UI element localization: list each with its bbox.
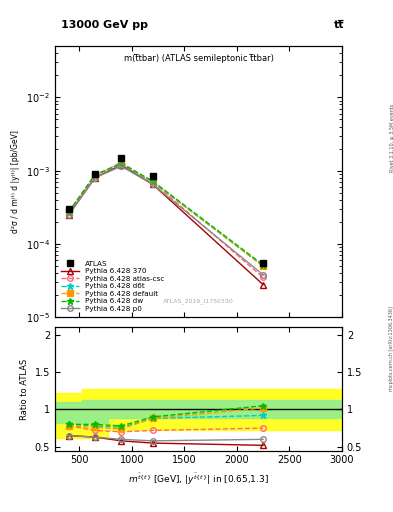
Pythia 6.428 atlas-csc — [119, 159, 123, 165]
Y-axis label: d²σ / d m⁽ᵗ⁾ d |y⁽ᵗ⁾| [pb/GeV]: d²σ / d m⁽ᵗ⁾ d |y⁽ᵗ⁾| [pb/GeV] — [11, 130, 20, 233]
Text: 13000 GeV pp: 13000 GeV pp — [61, 20, 148, 30]
Pythia 6.428 p0 — [66, 212, 71, 218]
X-axis label: $m^{\bar{t}\{t\}}$ [GeV], $|y^{\bar{t}\{t\}}|$ in [0.65,1.3]: $m^{\bar{t}\{t\}}$ [GeV], $|y^{\bar{t}\{… — [128, 471, 269, 487]
Y-axis label: Ratio to ATLAS: Ratio to ATLAS — [20, 358, 29, 419]
Legend: ATLAS, Pythia 6.428 370, Pythia 6.428 atlas-csc, Pythia 6.428 d6t, Pythia 6.428 : ATLAS, Pythia 6.428 370, Pythia 6.428 at… — [59, 259, 166, 314]
Pythia 6.428 d6t — [93, 172, 97, 178]
Line: Pythia 6.428 dw: Pythia 6.428 dw — [65, 160, 266, 268]
Line: Pythia 6.428 default: Pythia 6.428 default — [66, 161, 266, 269]
Text: tt̅: tt̅ — [333, 20, 344, 30]
Text: mcplots.cern.ch [arXiv:1306.3436]: mcplots.cern.ch [arXiv:1306.3436] — [389, 306, 393, 391]
Pythia 6.428 d6t — [151, 179, 155, 185]
Line: Pythia 6.428 atlas-csc: Pythia 6.428 atlas-csc — [66, 160, 266, 280]
Pythia 6.428 dw — [261, 262, 265, 268]
Pythia 6.428 atlas-csc — [66, 208, 71, 215]
Pythia 6.428 dw — [93, 172, 97, 178]
Pythia 6.428 370 — [119, 162, 123, 168]
ATLAS — [66, 206, 71, 212]
Pythia 6.428 default — [151, 179, 155, 185]
Line: Pythia 6.428 370: Pythia 6.428 370 — [66, 162, 266, 287]
ATLAS — [119, 155, 123, 161]
Pythia 6.428 dw — [151, 178, 155, 184]
Pythia 6.428 default — [93, 173, 97, 179]
Pythia 6.428 370 — [66, 212, 71, 218]
Pythia 6.428 p0 — [119, 163, 123, 169]
Pythia 6.428 atlas-csc — [93, 173, 97, 179]
Pythia 6.428 370 — [93, 175, 97, 181]
Text: Rivet 3.1.10, ≥ 3.5M events: Rivet 3.1.10, ≥ 3.5M events — [389, 104, 393, 173]
ATLAS — [93, 171, 97, 177]
Pythia 6.428 370 — [151, 181, 155, 187]
Text: m(t̅tbar) (ATLAS semileptonic t̅tbar): m(t̅tbar) (ATLAS semileptonic t̅tbar) — [123, 54, 274, 63]
Line: Pythia 6.428 p0: Pythia 6.428 p0 — [66, 163, 266, 278]
ATLAS — [151, 173, 155, 179]
Pythia 6.428 default — [66, 209, 71, 216]
Pythia 6.428 d6t — [119, 162, 123, 168]
Line: ATLAS: ATLAS — [65, 154, 266, 267]
Pythia 6.428 d6t — [261, 263, 265, 269]
Pythia 6.428 atlas-csc — [261, 274, 265, 281]
Pythia 6.428 p0 — [93, 175, 97, 181]
Pythia 6.428 370 — [261, 282, 265, 288]
Pythia 6.428 default — [261, 263, 265, 269]
Pythia 6.428 d6t — [66, 209, 71, 216]
Text: ATLAS_2019_I1750330: ATLAS_2019_I1750330 — [163, 298, 234, 304]
Pythia 6.428 dw — [66, 209, 71, 216]
ATLAS — [261, 260, 265, 266]
Pythia 6.428 dw — [119, 160, 123, 166]
Pythia 6.428 p0 — [261, 272, 265, 278]
Pythia 6.428 p0 — [151, 181, 155, 187]
Pythia 6.428 default — [119, 160, 123, 166]
Line: Pythia 6.428 d6t: Pythia 6.428 d6t — [65, 161, 266, 270]
Pythia 6.428 atlas-csc — [151, 179, 155, 185]
